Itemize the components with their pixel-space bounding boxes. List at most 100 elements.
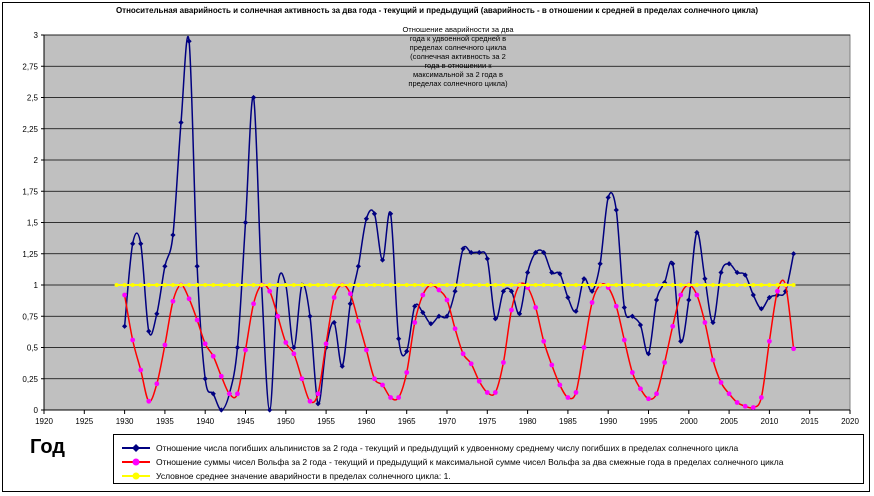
series-deaths-point: [525, 269, 531, 276]
series-wolf-point: [638, 386, 643, 392]
series-wolf-point: [734, 400, 740, 405]
series-average-point: [727, 283, 732, 287]
series-wolf-point: [412, 320, 418, 325]
series-average-point: [662, 283, 667, 287]
series-deaths-point: [347, 301, 353, 307]
series-average-point: [477, 283, 482, 287]
series-wolf-point: [210, 353, 216, 359]
series-wolf-point: [291, 351, 297, 357]
series-deaths-point: [202, 376, 208, 382]
series-average-point: [235, 283, 240, 287]
series-average-point: [283, 283, 288, 287]
series-wolf-point: [404, 370, 410, 375]
series-average-point: [412, 283, 417, 287]
series-deaths-point: [492, 316, 498, 322]
x-tick-label: 1975: [478, 417, 496, 426]
series-average-point: [122, 283, 127, 287]
series-deaths-point: [557, 271, 563, 277]
series-deaths-point: [412, 303, 418, 309]
series-average-point: [243, 283, 248, 287]
series-average-point: [493, 283, 498, 287]
x-tick-label: 1990: [599, 417, 617, 426]
series-deaths-point: [686, 297, 692, 303]
series-average-point: [485, 283, 490, 287]
series-deaths-point: [645, 351, 652, 357]
series-average-point: [138, 283, 143, 287]
series-wolf-point: [541, 338, 547, 344]
series-average-point: [590, 283, 595, 287]
x-tick-label: 1930: [116, 417, 134, 426]
legend-swatch-average: [122, 470, 150, 482]
legend-item-deaths: Отношение числа погибших альпинистов за …: [122, 441, 738, 455]
series-wolf-point: [315, 391, 321, 397]
series-wolf-point: [742, 403, 748, 409]
series-average-point: [461, 283, 466, 287]
series-wolf-point: [388, 395, 393, 400]
series-average-point: [396, 283, 401, 287]
y-tick-label: 1: [34, 281, 39, 290]
series-wolf-point: [331, 295, 337, 300]
series-deaths-point: [766, 294, 772, 301]
series-wolf-point: [420, 292, 426, 298]
chart-title: Относительная аварийность и солнечная ак…: [115, 6, 759, 15]
series-deaths-point: [508, 288, 515, 294]
series-deaths-point: [533, 249, 539, 256]
series-average-point: [404, 283, 409, 287]
legend-item-wolf: Отношение суммы чисел Вольфа за 2 года -…: [122, 455, 783, 469]
legend-label-average: Условное среднее значение аварийности в …: [156, 471, 451, 481]
series-deaths-point: [549, 269, 555, 276]
series-average-point: [735, 283, 740, 287]
series-wolf-point: [501, 360, 506, 365]
series-wolf-point: [484, 390, 490, 395]
series-wolf-point: [565, 395, 571, 400]
series-average-point: [614, 283, 619, 287]
series-average-point: [348, 283, 353, 287]
series-deaths-point: [734, 269, 740, 276]
series-average-point: [582, 283, 587, 287]
series-deaths-point: [371, 211, 378, 217]
series-deaths-point: [750, 292, 756, 298]
series-average-point: [388, 283, 393, 287]
series-deaths-point: [670, 261, 676, 267]
y-tick-label: 1,75: [22, 187, 38, 196]
series-deaths-point: [613, 207, 619, 213]
series-wolf-point: [557, 382, 563, 388]
series-wolf-point: [678, 292, 684, 298]
series-deaths-point: [146, 328, 152, 334]
y-tick-label: 0,75: [22, 312, 38, 321]
series-deaths-point: [234, 344, 241, 351]
series-deaths-point: [387, 211, 394, 217]
series-wolf-point: [613, 303, 619, 309]
series-average-point: [130, 283, 135, 287]
y-tick-label: 2,5: [27, 94, 39, 103]
series-deaths-point: [396, 336, 402, 342]
x-tick-label: 1995: [640, 417, 658, 426]
series-average-point: [364, 283, 369, 287]
series-average-point: [340, 283, 345, 287]
series-wolf-point: [243, 347, 248, 353]
series-wolf-point: [162, 342, 168, 348]
series-average-point: [251, 283, 256, 287]
series-deaths-point: [194, 263, 200, 269]
series-deaths-point: [629, 313, 635, 319]
series-average-point: [646, 283, 651, 287]
series-average-point: [453, 283, 458, 287]
series-deaths-point: [476, 249, 482, 256]
series-wolf-point: [364, 347, 369, 353]
series-deaths-point: [420, 309, 426, 316]
x-tick-label: 1965: [398, 417, 416, 426]
series-deaths-point: [452, 288, 458, 294]
series-average-point: [275, 283, 280, 287]
series-deaths-point: [726, 261, 732, 267]
y-tick-label: 0,25: [22, 375, 38, 384]
series-deaths-point: [218, 407, 224, 413]
series-wolf-point: [694, 292, 700, 298]
series-deaths-point: [460, 246, 466, 252]
series-wolf-point: [396, 395, 402, 400]
series-average-point: [775, 283, 780, 287]
series-deaths-point: [170, 232, 176, 238]
series-wolf-point: [380, 382, 385, 388]
series-wolf-point: [476, 378, 482, 384]
series-wolf-point: [355, 318, 361, 324]
series-average-point: [573, 283, 578, 287]
